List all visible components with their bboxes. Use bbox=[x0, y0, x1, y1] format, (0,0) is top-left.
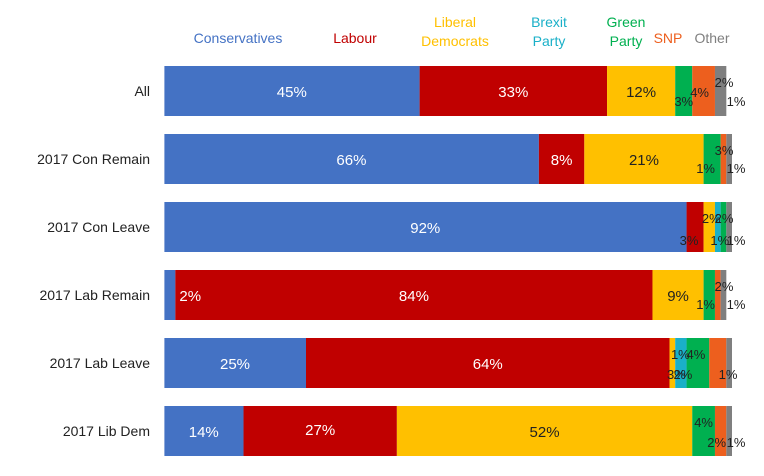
bar-segment-conservatives bbox=[164, 338, 306, 388]
data-label: 52% bbox=[530, 424, 560, 441]
bar-segment-liberal-democrats bbox=[669, 338, 676, 388]
data-label: 1% bbox=[696, 297, 715, 312]
data-label: 1% bbox=[710, 233, 729, 248]
data-label: 8% bbox=[551, 152, 573, 169]
bar-segment-conservatives bbox=[164, 134, 539, 184]
data-label: 2% bbox=[707, 435, 726, 450]
bars bbox=[164, 66, 732, 456]
data-label: 3% bbox=[715, 143, 734, 158]
data-label: 1% bbox=[727, 297, 746, 312]
data-label: 1% bbox=[727, 435, 746, 450]
bar-segment-other bbox=[726, 202, 732, 252]
bar-segment-brexit-party bbox=[675, 338, 687, 388]
bar-segment-conservatives bbox=[164, 202, 687, 252]
data-label: 3% bbox=[680, 233, 699, 248]
bar-segment-green-party bbox=[703, 270, 715, 320]
data-label: 21% bbox=[629, 152, 659, 169]
bar-segment-labour bbox=[175, 270, 653, 320]
bar-segment-snp bbox=[692, 66, 715, 116]
data-label: 3% bbox=[667, 367, 686, 382]
bar-segment-labour bbox=[243, 406, 397, 456]
data-label: 9% bbox=[667, 288, 689, 305]
data-label: 64% bbox=[473, 356, 503, 373]
category-labels: All 2017 Con Remain 2017 Con Leave 2017 Lab… bbox=[37, 83, 150, 439]
bar-segment-snp bbox=[714, 270, 721, 320]
category-label: 2017 Lab Leave bbox=[50, 355, 151, 371]
bar-segment-liberal-democrats bbox=[652, 270, 704, 320]
data-label: 2% bbox=[715, 75, 734, 90]
data-label: 33% bbox=[498, 84, 528, 101]
bar-segment-labour bbox=[538, 134, 585, 184]
data-label: 1% bbox=[727, 233, 746, 248]
bar-segment-green-party bbox=[675, 66, 693, 116]
legend-entry-labour: Labour bbox=[333, 30, 377, 46]
category-label: All bbox=[134, 83, 150, 99]
data-label: 2% bbox=[179, 288, 201, 305]
category-label: 2017 Lab Remain bbox=[39, 287, 150, 303]
bar-segment-green-party bbox=[720, 202, 727, 252]
bar-segment-green-party bbox=[703, 134, 721, 184]
data-label: 2% bbox=[715, 279, 734, 294]
data-label: 1% bbox=[727, 161, 746, 176]
bar-segment-snp bbox=[720, 134, 727, 184]
bar-segment-green-party bbox=[692, 406, 715, 456]
data-label: 2% bbox=[702, 211, 721, 226]
legend-entry-snp: SNP bbox=[654, 30, 683, 46]
bar-segment-liberal-democrats bbox=[584, 134, 704, 184]
bar-segment-labour bbox=[686, 202, 704, 252]
data-label: 2% bbox=[715, 211, 734, 226]
bar-segment-conservatives bbox=[164, 66, 420, 116]
data-label: 4% bbox=[687, 347, 706, 362]
bar-segment-other bbox=[726, 406, 732, 456]
data-label: 25% bbox=[220, 356, 250, 373]
bar-segment-liberal-democrats bbox=[396, 406, 693, 456]
bar-segment-snp bbox=[714, 406, 727, 456]
data-label: 45% bbox=[277, 84, 307, 101]
data-label: 4% bbox=[694, 415, 713, 430]
legend-entry-conservatives: Conservatives bbox=[194, 30, 283, 46]
data-label: 66% bbox=[336, 152, 366, 169]
bar-segment-liberal-democrats bbox=[607, 66, 676, 116]
data-label: 2% bbox=[673, 367, 692, 382]
data-label: 4% bbox=[690, 85, 709, 100]
value-labels: 45% 33% 12% 4%3%2%1%66% 8% 21% 1%3%1%92%3%2%1%… bbox=[179, 75, 745, 450]
bar-segment-snp bbox=[709, 338, 727, 388]
bar-segment-labour bbox=[419, 66, 608, 116]
data-label: 3% bbox=[674, 94, 693, 109]
legend-entry-brexit-party: Brexit Party bbox=[531, 14, 567, 49]
category-label: 2017 Lib Dem bbox=[63, 423, 150, 439]
legend-entry-green-party: Green Party bbox=[607, 14, 646, 49]
legend-entry-liberal-democrats: Liberal Democrats bbox=[421, 14, 489, 49]
bar-segment-other bbox=[726, 338, 732, 388]
category-label: 2017 Con Remain bbox=[37, 151, 150, 167]
data-label: 14% bbox=[189, 424, 219, 441]
bar-segment-other bbox=[726, 134, 732, 184]
bar-segment-brexit-party bbox=[714, 202, 721, 252]
data-label: 12% bbox=[626, 84, 656, 101]
data-label: 27% bbox=[305, 422, 335, 439]
data-label: 1% bbox=[727, 94, 746, 109]
data-label: 92% bbox=[410, 220, 440, 237]
data-label: 1% bbox=[719, 367, 738, 382]
bar-segment-other bbox=[714, 66, 727, 116]
bar-segment-labour bbox=[306, 338, 670, 388]
bar-segment-other bbox=[720, 270, 727, 320]
bar-segment-green-party bbox=[686, 338, 710, 388]
bar-segment-conservatives bbox=[164, 270, 176, 320]
bar-segment-conservatives bbox=[164, 406, 244, 456]
data-label: 84% bbox=[399, 288, 429, 305]
bar-segment-liberal-democrats bbox=[703, 202, 715, 252]
data-label: 1% bbox=[671, 347, 690, 362]
category-label: 2017 Con Leave bbox=[47, 219, 150, 235]
data-label: 1% bbox=[696, 161, 715, 176]
legend-entry-other: Other bbox=[694, 30, 729, 46]
legend: Conservatives Labour Liberal Democrats Brexi… bbox=[194, 14, 730, 49]
